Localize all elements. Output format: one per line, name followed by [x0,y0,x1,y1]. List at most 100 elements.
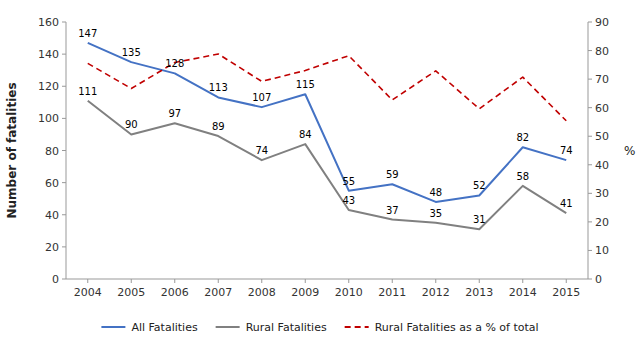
y2-tick-label: 80 [595,45,609,58]
legend-swatch [345,326,369,328]
y-tick-label: 80 [45,145,59,158]
legend-label: All Fatalities [131,321,197,334]
legend-item: Rural Fatalities [216,321,327,334]
x-tick [348,279,349,283]
x-axis [66,279,588,280]
plot-area [88,43,567,229]
x-tick [87,279,88,283]
y-tick [62,22,66,23]
y2-tick-label: 40 [595,159,609,172]
data-label: 90 [125,119,138,130]
y-tick-label: 20 [45,241,59,254]
y-tick [62,118,66,119]
y2-tick [588,136,592,137]
x-tick-label: 2006 [161,286,189,299]
x-tick-label: 2008 [248,286,276,299]
data-label: 55 [342,176,355,187]
y2-tick [588,22,592,23]
data-label: 74 [560,145,573,156]
y-tick [62,246,66,247]
data-label: 82 [516,132,529,143]
data-label: 31 [473,214,486,225]
data-labels: 1471351281131071155559485282741119097897… [78,28,572,225]
series-line [88,54,567,121]
y-tick [62,54,66,55]
data-label: 113 [209,82,228,93]
legend: All Fatalities Rural Fatalities Rural Fata… [101,321,538,334]
y-tick [62,279,66,280]
y-tick-label: 0 [52,273,59,286]
y-tick-label: 60 [45,177,59,190]
x-tick [305,279,306,283]
y2-tick-label: 30 [595,187,609,200]
data-label: 48 [429,187,442,198]
y2-tick-label: 10 [595,244,609,257]
y2-axis [588,22,589,279]
data-label: 107 [252,92,271,103]
data-label: 135 [122,47,141,58]
x-tick-label: 2014 [509,286,537,299]
y2-tick [588,50,592,51]
data-label: 89 [212,121,225,132]
x-tick-label: 2005 [117,286,145,299]
x-tick [479,279,480,283]
x-tick-label: 2011 [378,286,406,299]
y2-axis-label: % [624,144,635,158]
data-label: 97 [168,108,181,119]
data-label: 111 [78,86,97,97]
y2-tick [588,279,592,280]
data-label: 43 [342,195,355,206]
data-label: 35 [429,208,442,219]
y-tick-label: 140 [38,48,59,61]
data-label: 52 [473,180,486,191]
y2-tick-label: 0 [595,273,602,286]
y-tick [62,182,66,183]
y2-tick [588,164,592,165]
y-tick-label: 100 [38,112,59,125]
x-tick [522,279,523,283]
y2-tick [588,221,592,222]
x-tick-label: 2010 [335,286,363,299]
y-tick-label: 40 [45,209,59,222]
y2-tick-label: 70 [595,73,609,86]
x-tick-label: 2013 [465,286,493,299]
y2-tick-label: 60 [595,102,609,115]
y2-tick [588,107,592,108]
x-tick-label: 2009 [291,286,319,299]
data-label: 84 [299,129,312,140]
x-tick [218,279,219,283]
x-tick [261,279,262,283]
y2-tick-label: 90 [595,16,609,29]
y2-tick [588,250,592,251]
y2-tick [588,193,592,194]
data-label: 58 [516,171,529,182]
x-tick [392,279,393,283]
y-axis-label: Number of fatalities [5,82,19,218]
x-tick-label: 2015 [552,286,580,299]
x-tick [174,279,175,283]
x-tick-label: 2004 [74,286,102,299]
legend-item: All Fatalities [101,321,197,334]
data-label: 37 [386,205,399,216]
series-line [88,101,567,230]
y-tick [62,150,66,151]
y-tick-label: 120 [38,80,59,93]
data-label: 59 [386,169,399,180]
y2-tick [588,79,592,80]
x-tick [566,279,567,283]
y2-tick-label: 20 [595,216,609,229]
y2-tick-label: 50 [595,130,609,143]
y-tick-label: 160 [38,16,59,29]
x-tick-label: 2012 [422,286,450,299]
y-tick [62,214,66,215]
legend-label: Rural Fatalities as a % of total [375,321,539,334]
data-label: 74 [255,145,268,156]
legend-swatch [101,326,125,328]
x-tick-label: 2007 [204,286,232,299]
legend-swatch [216,326,240,328]
legend-label: Rural Fatalities [246,321,327,334]
chart: 2004200520062007200820092010201120122013… [0,0,640,343]
data-label: 147 [78,28,97,39]
data-label: 41 [560,198,573,209]
y-tick [62,86,66,87]
